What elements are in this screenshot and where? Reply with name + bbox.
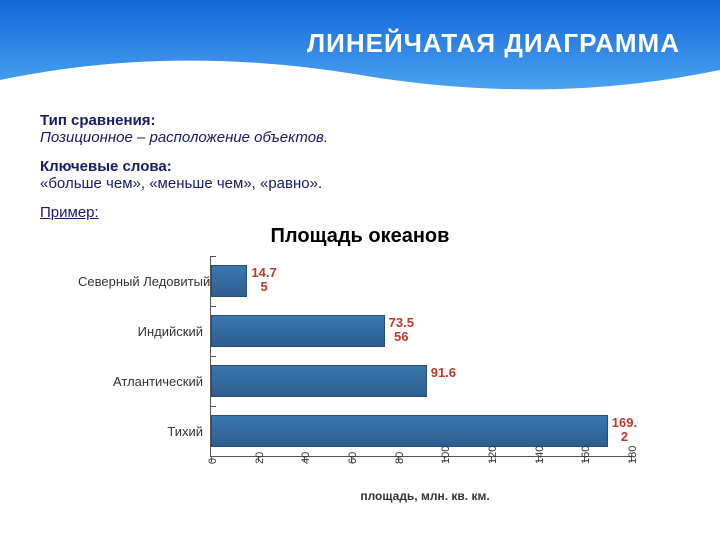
chart-xtick-label: 20 — [254, 452, 266, 464]
chart-bar — [211, 265, 247, 297]
chart-container: Площадь океанов Северный Ледовитый14.75И… — [80, 225, 640, 503]
chart-value-label: 14.75 — [251, 266, 276, 293]
chart-xtick-label: 100 — [440, 446, 452, 464]
chart-xtick-label: 140 — [534, 446, 546, 464]
slide-title: ЛИНЕЙЧАТАЯ ДИАГРАММА — [307, 28, 680, 59]
chart-xtick-label: 0 — [207, 458, 219, 464]
chart-bar — [211, 365, 427, 397]
chart-bar-row: Северный Ледовитый14.75 — [211, 266, 247, 296]
chart-bar-row: Индийский73.556 — [211, 316, 385, 346]
chart-xtick-label: 60 — [347, 452, 359, 464]
chart-bar-row: Тихий169.2 — [211, 416, 608, 446]
chart-xtick-label: 40 — [300, 452, 312, 464]
chart-ytick — [211, 356, 216, 357]
chart-xaxis-title: площадь, млн. кв. км. — [210, 489, 640, 503]
chart-value-label: 73.556 — [389, 316, 414, 343]
chart-ytick — [211, 306, 216, 307]
keywords-label: Ключевые слова: — [40, 158, 680, 175]
chart-xtick-label: 80 — [394, 452, 406, 464]
chart-bar — [211, 315, 385, 347]
chart-category-label: Тихий — [78, 424, 211, 439]
chart-value-label: 91.6 — [431, 366, 456, 380]
chart-category-label: Индийский — [78, 324, 211, 339]
comparison-type-value: Позиционное – расположение объектов. — [40, 129, 680, 146]
chart-ytick — [211, 256, 216, 257]
chart-ytick — [211, 406, 216, 407]
chart-xtick-label: 160 — [580, 446, 592, 464]
chart-bar — [211, 415, 608, 447]
comparison-type-label: Тип сравнения: — [40, 112, 680, 129]
chart-title: Площадь океанов — [80, 225, 640, 248]
chart-category-label: Атлантический — [78, 374, 211, 389]
chart-value-label: 169.2 — [612, 416, 637, 443]
chart-plot-area: Северный Ледовитый14.75 Индийский73.556 Ат… — [210, 256, 631, 457]
slide-body: Тип сравнения: Позиционное – расположени… — [0, 100, 720, 503]
chart-bar-row: Атлантический91.6 — [211, 366, 427, 396]
header-wave: ЛИНЕЙЧАТАЯ ДИАГРАММА — [0, 0, 720, 100]
chart-xtick-label: 120 — [487, 446, 499, 464]
chart-category-label: Северный Ледовитый — [78, 274, 211, 289]
chart-xtick-label: 180 — [627, 446, 639, 464]
example-label: Пример: — [40, 204, 680, 221]
keywords-value: «больше чем», «меньше чем», «равно». — [40, 175, 680, 192]
